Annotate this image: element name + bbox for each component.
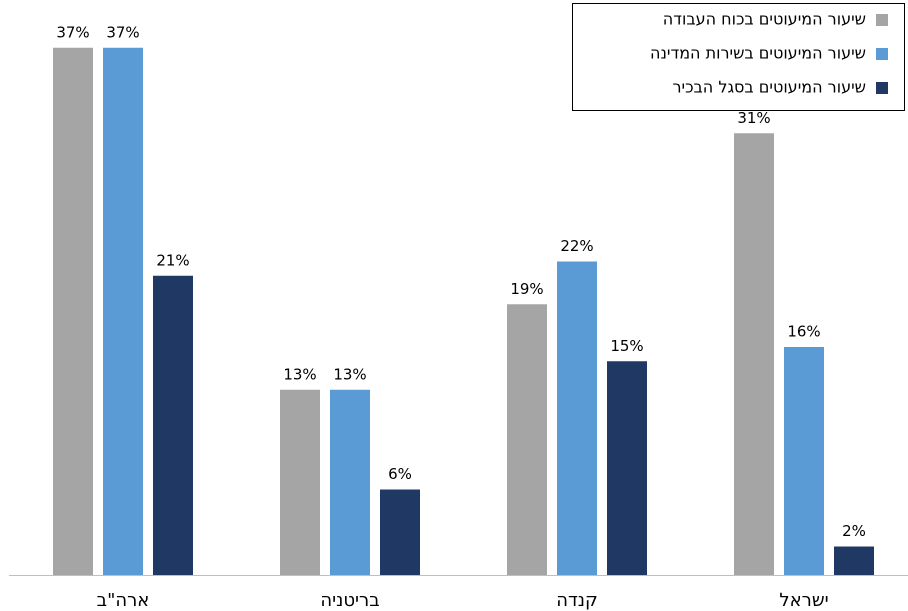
x-tick-label: בריטניה	[320, 590, 379, 611]
bar	[557, 261, 597, 575]
bar	[330, 389, 370, 575]
value-label: 6%	[388, 465, 412, 483]
bar	[607, 361, 647, 575]
bar	[784, 347, 824, 575]
value-label: 37%	[106, 23, 139, 41]
bar	[507, 304, 547, 575]
legend-swatch	[876, 48, 888, 60]
bar	[280, 389, 320, 575]
x-tick-label: קנדה	[556, 590, 598, 611]
value-label: 22%	[560, 237, 593, 255]
value-label: 13%	[333, 365, 366, 383]
x-tick-label: ישראל	[779, 590, 828, 611]
bar	[834, 546, 874, 575]
value-label: 19%	[510, 280, 543, 298]
value-label: 37%	[56, 23, 89, 41]
value-label: 16%	[787, 323, 820, 341]
bar	[380, 489, 420, 575]
value-label: 15%	[610, 337, 643, 355]
x-tick-label: ארה"ב	[97, 590, 150, 611]
bar	[153, 275, 193, 575]
bar	[103, 47, 143, 575]
value-label: 21%	[156, 251, 189, 269]
legend-swatch	[876, 82, 888, 94]
value-label: 13%	[283, 365, 316, 383]
legend-swatch	[876, 14, 888, 26]
value-label: 2%	[842, 522, 866, 540]
legend-box	[572, 3, 905, 111]
bar	[734, 133, 774, 575]
legend-label: שיעור המיעוטים בסגל הבכיר	[672, 78, 866, 97]
bar	[53, 47, 93, 575]
legend-label: שיעור המיעוטים בכוח העבודה	[663, 10, 866, 29]
value-label: 31%	[737, 109, 770, 127]
legend-label: שיעור המיעוטים בשירות המדינה	[650, 44, 866, 63]
